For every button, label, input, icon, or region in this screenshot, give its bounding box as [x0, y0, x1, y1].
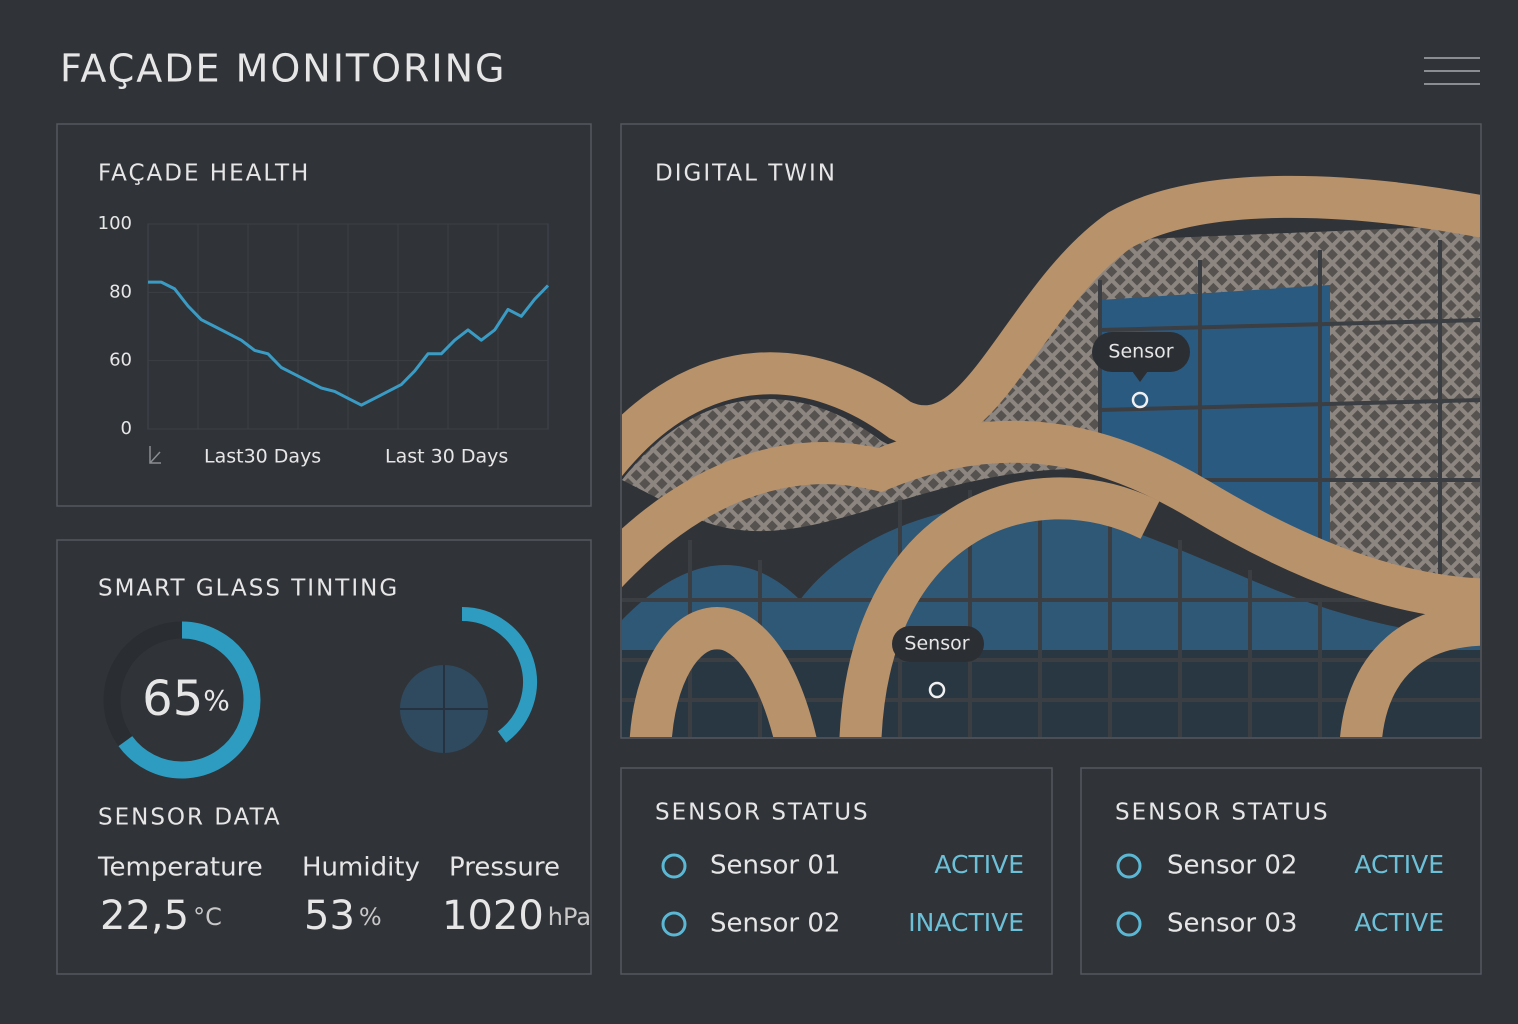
x-label: Last 30 Days: [385, 446, 508, 468]
sensor-status: INACTIVE: [908, 908, 1024, 937]
reading-name: Humidity: [302, 853, 420, 883]
status-lists: SENSOR STATUS Sensor 01 ACTIVE Sensor 02 INA…: [655, 800, 1444, 939]
sensor-status: ACTIVE: [1354, 850, 1444, 879]
sensor-tag[interactable]: Sensor: [1092, 332, 1190, 409]
panel-title: SENSOR STATUS: [655, 800, 870, 826]
sensor-name: Sensor 02: [710, 909, 840, 939]
axis-icon: [149, 446, 161, 464]
health-panel: [56, 123, 592, 507]
x-label: Last30 Days: [204, 446, 321, 468]
reading-unit: %: [359, 903, 382, 931]
gauge-arc: [461, 607, 537, 743]
reading-value: 22,5 °C: [100, 893, 222, 939]
panel-title: SMART GLASS TINTING: [98, 576, 399, 602]
panel-title: SENSOR STATUS: [1115, 800, 1330, 826]
reading-number: 53: [304, 893, 355, 939]
sensor-name: Sensor 02: [1167, 851, 1297, 881]
health-line: [148, 280, 550, 407]
tag-bubble[interactable]: [892, 626, 984, 662]
y-tick-label: 80: [109, 281, 132, 302]
sensor-name: Sensor 01: [710, 851, 840, 881]
reading-value: 1020 hPa: [442, 893, 591, 939]
sensor-marker[interactable]: [928, 681, 946, 699]
menu-button[interactable]: [1420, 52, 1484, 90]
status-panel: [1080, 767, 1482, 975]
gauge-value: 65%: [142, 671, 230, 727]
mullions: [622, 240, 1480, 737]
tag-pointer: [1132, 371, 1148, 382]
reading-name: Temperature: [97, 853, 263, 883]
tag-bubble[interactable]: [1092, 332, 1190, 372]
facade-bands: [622, 175, 1480, 737]
gauge-unit: %: [203, 684, 230, 717]
y-tick-label: 100: [98, 213, 132, 234]
status-dot: [661, 853, 687, 879]
sensor-name: Sensor 03: [1167, 909, 1297, 939]
status-dot: [1116, 911, 1142, 937]
reading-unit: °C: [193, 903, 222, 931]
panel-title: FAÇADE HEALTH: [98, 161, 310, 187]
gauges: 65%: [103, 607, 537, 779]
sensor-status: ACTIVE: [1354, 908, 1444, 937]
y-tick-label: 60: [109, 350, 132, 371]
sensor-marker[interactable]: [1131, 391, 1149, 409]
reading-number: 22,5: [100, 893, 189, 939]
gauge-arc: [118, 621, 261, 779]
tag-label[interactable]: Sensor: [904, 633, 969, 655]
pane-cross: [400, 665, 488, 753]
y-tick-label: 0: [121, 418, 132, 439]
reading-name: Pressure: [449, 853, 560, 883]
status-panel: [620, 767, 1053, 975]
health-chart: 100 80 60 0: [98, 213, 550, 439]
sensor-tag[interactable]: Sensor: [892, 626, 984, 699]
panel-title: SENSOR DATA: [98, 805, 282, 831]
status-dot: [661, 911, 687, 937]
reading-number: 1020: [442, 893, 544, 939]
reading-unit: hPa: [548, 903, 591, 931]
sensor-status: ACTIVE: [934, 850, 1024, 879]
panel-title: DIGITAL TWIN: [655, 161, 837, 187]
status-dot: [1116, 853, 1142, 879]
readings: Temperature 22,5 °C Humidity 53 % Pressure 1020…: [97, 853, 591, 940]
tag-label[interactable]: Sensor: [1108, 341, 1173, 363]
app-title: FAÇADE MONITORING: [60, 47, 507, 91]
reading-value: 53%: [304, 893, 382, 939]
gauge-number: 65: [142, 671, 203, 727]
